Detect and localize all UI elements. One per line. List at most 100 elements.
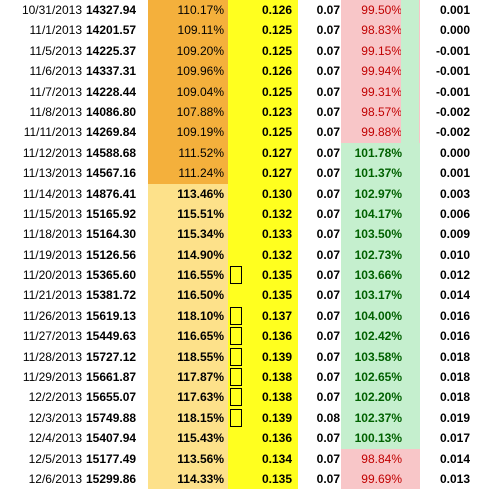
percent-cell[interactable]: 115.43% <box>148 428 228 449</box>
percent-cell[interactable]: 109.04% <box>148 81 228 102</box>
marker-cell[interactable] <box>228 244 248 266</box>
percent-cell[interactable]: 113.56% <box>148 448 228 469</box>
marker-cell[interactable] <box>228 367 248 388</box>
date-cell[interactable]: 11/27/2013 <box>22 329 82 344</box>
close-cell[interactable]: 15727.12 <box>86 349 137 364</box>
diff-cell[interactable]: 0.001 <box>439 3 470 17</box>
date-cell[interactable]: 12/6/2013 <box>28 471 82 486</box>
marker-cell[interactable] <box>228 183 248 204</box>
rate-cell[interactable]: 0.07 <box>316 370 340 385</box>
date-cell[interactable]: 11/1/2013 <box>29 23 83 38</box>
marker-cell[interactable] <box>228 448 248 469</box>
rate-cell[interactable]: 0.07 <box>316 431 340 446</box>
diff-cell[interactable]: 0.019 <box>439 410 470 425</box>
diff-cell[interactable]: 0.012 <box>439 268 470 283</box>
ratio-cell[interactable]: 0.132 <box>248 203 298 225</box>
date-cell[interactable]: 12/3/2013 <box>28 410 82 425</box>
relative-percent-cell[interactable]: 99.50% <box>341 0 420 21</box>
rate-cell[interactable]: 0.07 <box>316 186 340 201</box>
rate-cell[interactable]: 0.07 <box>316 84 340 99</box>
relative-percent-cell[interactable]: 103.58% <box>341 346 420 368</box>
percent-cell[interactable]: 118.15% <box>148 407 228 429</box>
diff-cell[interactable]: 0.010 <box>439 247 470 262</box>
ratio-cell[interactable]: 0.139 <box>248 407 298 429</box>
marker-cell[interactable] <box>228 305 248 327</box>
marker-cell[interactable] <box>228 326 248 347</box>
diff-cell[interactable]: 0.014 <box>439 451 470 466</box>
relative-percent-cell[interactable]: 99.88% <box>341 122 420 143</box>
marker-cell[interactable] <box>228 142 248 164</box>
marker-cell[interactable] <box>228 285 248 306</box>
ratio-cell[interactable]: 0.125 <box>248 81 298 102</box>
date-cell[interactable]: 11/13/2013 <box>22 166 82 181</box>
ratio-cell[interactable]: 0.138 <box>248 367 298 388</box>
relative-percent-cell[interactable]: 103.50% <box>341 224 420 245</box>
diff-cell[interactable]: -0.001 <box>435 84 470 99</box>
date-cell[interactable]: 11/15/2013 <box>22 206 82 221</box>
relative-percent-cell[interactable]: 103.17% <box>341 285 420 306</box>
relative-percent-cell[interactable]: 102.37% <box>341 407 420 429</box>
marker-cell[interactable] <box>228 61 248 82</box>
rate-cell[interactable]: 0.07 <box>316 247 340 262</box>
date-cell[interactable]: 10/31/2013 <box>21 3 82 17</box>
relative-percent-cell[interactable]: 104.17% <box>341 203 420 225</box>
percent-cell[interactable]: 115.34% <box>148 224 228 245</box>
ratio-cell[interactable]: 0.135 <box>248 468 298 489</box>
relative-percent-cell[interactable]: 99.31% <box>341 81 420 102</box>
percent-cell[interactable]: 114.90% <box>148 244 228 266</box>
rate-cell[interactable]: 0.07 <box>316 3 340 17</box>
diff-cell[interactable]: -0.002 <box>435 104 470 119</box>
marker-cell[interactable] <box>228 346 248 368</box>
relative-percent-cell[interactable]: 102.42% <box>341 326 420 347</box>
diff-cell[interactable]: 0.003 <box>439 186 470 201</box>
close-cell[interactable]: 15365.60 <box>86 268 137 283</box>
marker-cell[interactable] <box>228 468 248 489</box>
ratio-cell[interactable]: 0.127 <box>248 163 298 184</box>
ratio-cell[interactable]: 0.126 <box>248 61 298 82</box>
diff-cell[interactable]: 0.009 <box>439 227 470 242</box>
close-cell[interactable]: 14228.44 <box>86 84 137 99</box>
rate-cell[interactable]: 0.07 <box>316 43 340 58</box>
close-cell[interactable]: 15449.63 <box>86 329 137 344</box>
marker-cell[interactable] <box>228 40 248 62</box>
marker-cell[interactable] <box>228 265 248 286</box>
ratio-cell[interactable]: 0.136 <box>248 428 298 449</box>
close-cell[interactable]: 15749.88 <box>86 410 137 425</box>
relative-percent-cell[interactable]: 102.20% <box>341 387 420 408</box>
rate-cell[interactable]: 0.07 <box>316 64 340 79</box>
diff-cell[interactable]: 0.018 <box>439 390 470 405</box>
close-cell[interactable]: 15299.86 <box>86 471 137 486</box>
relative-percent-cell[interactable]: 99.69% <box>341 468 420 489</box>
diff-cell[interactable]: -0.001 <box>435 64 470 79</box>
diff-cell[interactable]: 0.016 <box>439 308 470 323</box>
date-cell[interactable]: 11/11/2013 <box>23 125 82 140</box>
rate-cell[interactable]: 0.07 <box>316 268 340 283</box>
relative-percent-cell[interactable]: 98.57% <box>341 101 420 123</box>
percent-cell[interactable]: 116.65% <box>148 326 228 347</box>
ratio-cell[interactable]: 0.135 <box>248 285 298 306</box>
ratio-cell[interactable]: 0.125 <box>248 20 298 41</box>
relative-percent-cell[interactable]: 98.83% <box>341 20 420 41</box>
ratio-cell[interactable]: 0.130 <box>248 183 298 204</box>
close-cell[interactable]: 15619.13 <box>86 308 137 323</box>
diff-cell[interactable]: 0.001 <box>439 166 470 181</box>
ratio-cell[interactable]: 0.135 <box>248 265 298 286</box>
diff-cell[interactable]: 0.017 <box>439 431 470 446</box>
date-cell[interactable]: 11/5/2013 <box>29 43 83 58</box>
marker-cell[interactable] <box>228 428 248 449</box>
diff-cell[interactable]: 0.016 <box>439 329 470 344</box>
close-cell[interactable]: 14567.16 <box>86 166 137 181</box>
rate-cell[interactable]: 0.07 <box>316 227 340 242</box>
diff-cell[interactable]: 0.000 <box>439 145 470 160</box>
percent-cell[interactable]: 118.10% <box>148 305 228 327</box>
close-cell[interactable]: 14876.41 <box>86 186 137 201</box>
ratio-cell[interactable]: 0.138 <box>248 387 298 408</box>
date-cell[interactable]: 11/19/2013 <box>22 247 82 262</box>
percent-cell[interactable]: 110.17% <box>148 0 228 21</box>
close-cell[interactable]: 14337.31 <box>86 64 137 79</box>
relative-percent-cell[interactable]: 103.66% <box>341 265 420 286</box>
relative-percent-cell[interactable]: 99.94% <box>341 61 420 82</box>
rate-cell[interactable]: 0.07 <box>316 390 340 405</box>
rate-cell[interactable]: 0.07 <box>316 104 340 119</box>
relative-percent-cell[interactable]: 102.97% <box>341 183 420 204</box>
